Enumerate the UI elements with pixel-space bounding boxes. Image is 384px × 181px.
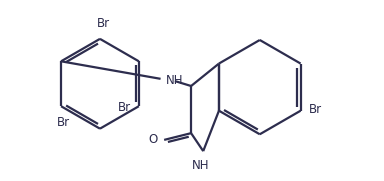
Text: Br: Br <box>309 103 322 116</box>
Text: O: O <box>149 133 158 146</box>
Text: NH: NH <box>192 159 210 172</box>
Text: Br: Br <box>118 101 131 114</box>
Text: NH: NH <box>166 74 183 87</box>
Text: Br: Br <box>57 116 70 129</box>
Text: Br: Br <box>97 17 110 30</box>
